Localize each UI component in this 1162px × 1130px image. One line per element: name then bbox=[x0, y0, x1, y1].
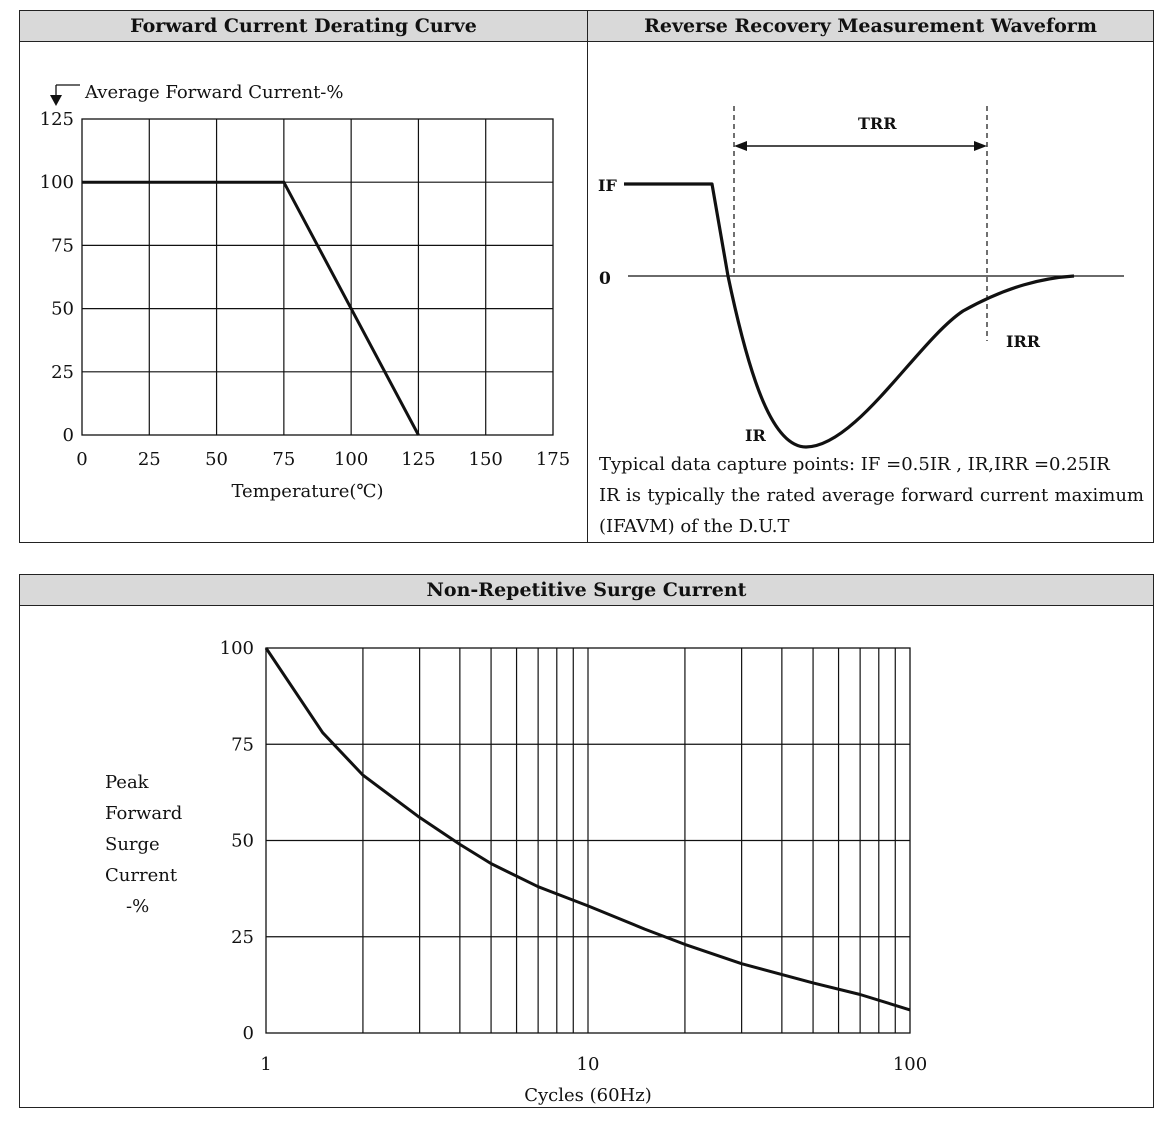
surge-xlabel: Cycles (60Hz) bbox=[524, 1085, 652, 1106]
derating-xtick-label: 25 bbox=[138, 449, 161, 470]
derating-ytick-label: 25 bbox=[51, 362, 74, 383]
derating-xtick-label: 150 bbox=[469, 449, 503, 470]
waveform-panel-title: Reverse Recovery Measurement Waveform bbox=[588, 11, 1153, 42]
derating-ytick-label: 50 bbox=[51, 299, 74, 320]
derating-ytick-label: 100 bbox=[40, 172, 74, 193]
caption-line-3: (IFAVM) of the D.U.T bbox=[599, 516, 790, 537]
surge-ytick-label: 100 bbox=[220, 638, 254, 659]
surge-curve bbox=[264, 647, 911, 1012]
irr-label: IRR bbox=[1006, 332, 1041, 351]
waveform-caption: Typical data capture points: IF =0.5IR ,… bbox=[599, 449, 1144, 542]
surge-panel: Non-Repetitive Surge Current 1 10 100 0 25 50… bbox=[19, 574, 1154, 1108]
surge-panel-title: Non-Repetitive Surge Current bbox=[20, 575, 1153, 606]
surge-ytick-label: 75 bbox=[231, 734, 254, 755]
ylabel-arrow-icon bbox=[50, 95, 62, 106]
derating-xtick-label: 75 bbox=[272, 449, 295, 470]
derating-xtick-label: 125 bbox=[401, 449, 435, 470]
trr-arrow-right-head bbox=[974, 141, 987, 151]
surge-xtick-label: 1 bbox=[260, 1054, 271, 1075]
surge-ytick-label: 25 bbox=[231, 927, 254, 948]
surge-ylabel-line: -% bbox=[126, 896, 149, 917]
surge-ylabel-line: Surge bbox=[105, 834, 160, 855]
trr-label: TRR bbox=[858, 114, 897, 133]
derating-xtick-label: 50 bbox=[205, 449, 228, 470]
derating-xlabel: Temperature(℃) bbox=[231, 481, 383, 502]
derating-curve bbox=[82, 180, 420, 436]
surge-ytick-label: 0 bbox=[243, 1023, 254, 1044]
derating-xtick-label: 175 bbox=[536, 449, 570, 470]
waveform-panel: Reverse Recovery Measurement Waveform TR… bbox=[587, 10, 1154, 543]
derating-ytick-label: 75 bbox=[51, 235, 74, 256]
trr-arrow-left-head bbox=[734, 141, 747, 151]
derating-panel: Forward Current Derating Curve 0 25 50 75 10… bbox=[19, 10, 588, 543]
derating-xtick-label: 100 bbox=[334, 449, 368, 470]
derating-xtick-label: 0 bbox=[76, 449, 87, 470]
caption-line-2: IR is typically the rated average forwar… bbox=[599, 485, 1144, 506]
derating-chart: 0 25 50 75 100 125 150 175 0 25 50 75 100 125 Temperat… bbox=[40, 82, 571, 502]
surge-xtick-label: 100 bbox=[893, 1054, 927, 1075]
if-label: IF bbox=[598, 176, 617, 195]
derating-ytick-label: 125 bbox=[40, 109, 74, 130]
derating-ytick-label: 0 bbox=[63, 425, 74, 446]
derating-plot-frame bbox=[81, 118, 554, 436]
waveform-diagram: TRR IF 0 IRR IR bbox=[598, 106, 1124, 449]
surge-ytick-label: 50 bbox=[231, 831, 254, 852]
derating-panel-title: Forward Current Derating Curve bbox=[20, 11, 587, 42]
derating-ylabel: Average Forward Current-% bbox=[84, 82, 344, 103]
caption-line-1: Typical data capture points: IF =0.5IR ,… bbox=[599, 454, 1110, 475]
surge-ylabel-line: Forward bbox=[105, 803, 182, 824]
recovery-waveform bbox=[624, 182, 1075, 449]
surge-ylabel-line: Current bbox=[105, 865, 178, 886]
surge-xtick-label: 10 bbox=[577, 1054, 600, 1075]
surge-ylabel-line: Peak bbox=[105, 772, 150, 793]
ir-label: IR bbox=[745, 426, 766, 445]
surge-chart: 1 10 100 0 25 50 75 100 Cycles (60Hz) Peak Forward… bbox=[105, 638, 927, 1106]
zero-label: 0 bbox=[599, 269, 611, 289]
